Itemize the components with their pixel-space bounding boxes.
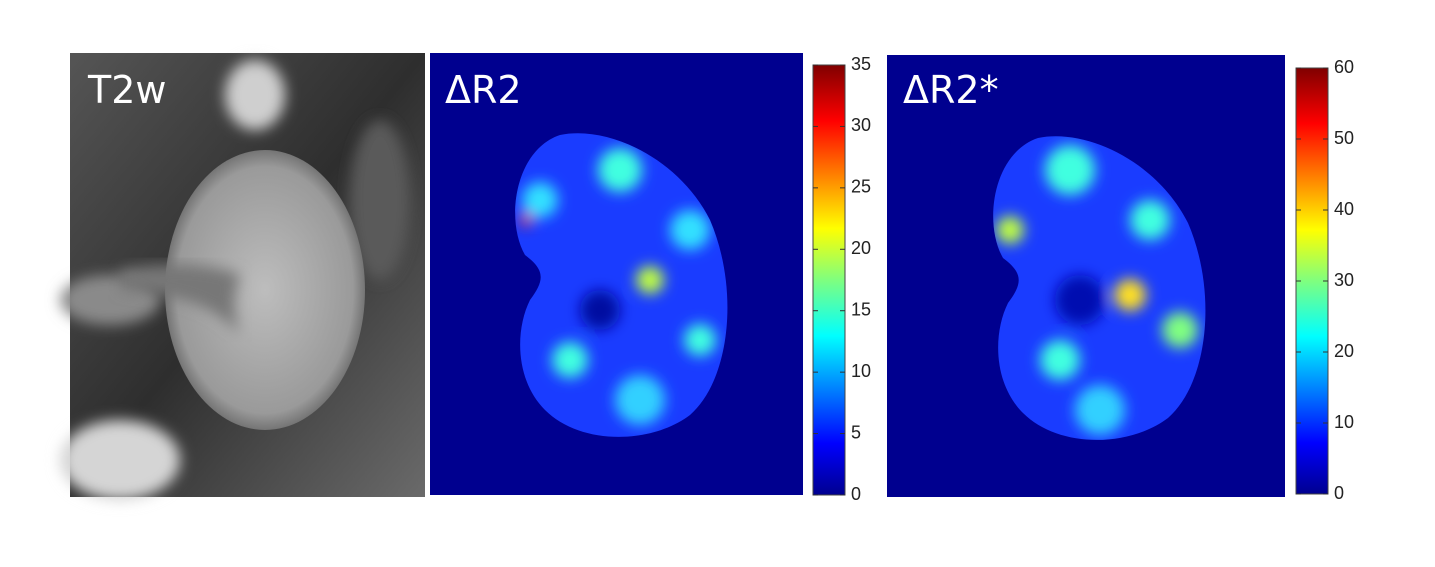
panel-label: T2w — [87, 68, 166, 112]
tick-label: 30 — [1334, 270, 1354, 290]
tick-label: 30 — [851, 115, 871, 135]
panel-label: ΔR2* — [903, 68, 999, 112]
tick-label: 10 — [851, 361, 871, 381]
tick-label: 20 — [1334, 341, 1354, 361]
t2w-image — [60, 53, 425, 500]
dr2star-map — [887, 55, 1285, 497]
tick-label: 60 — [1334, 57, 1354, 77]
panel-label: ΔR2 — [445, 68, 522, 112]
tick-label: 0 — [1334, 483, 1344, 503]
colorbar — [812, 64, 846, 496]
tick-label: 40 — [1334, 199, 1354, 219]
tick-label: 15 — [851, 299, 871, 319]
tick-label: 10 — [1334, 412, 1354, 432]
tick-label: 35 — [851, 54, 871, 74]
tick-label: 5 — [851, 422, 861, 442]
tick-label: 20 — [851, 238, 871, 258]
tick-label: 50 — [1334, 128, 1354, 148]
tick-label: 25 — [851, 177, 871, 197]
dr2-map — [430, 53, 803, 495]
tick-label: 0 — [851, 484, 861, 504]
